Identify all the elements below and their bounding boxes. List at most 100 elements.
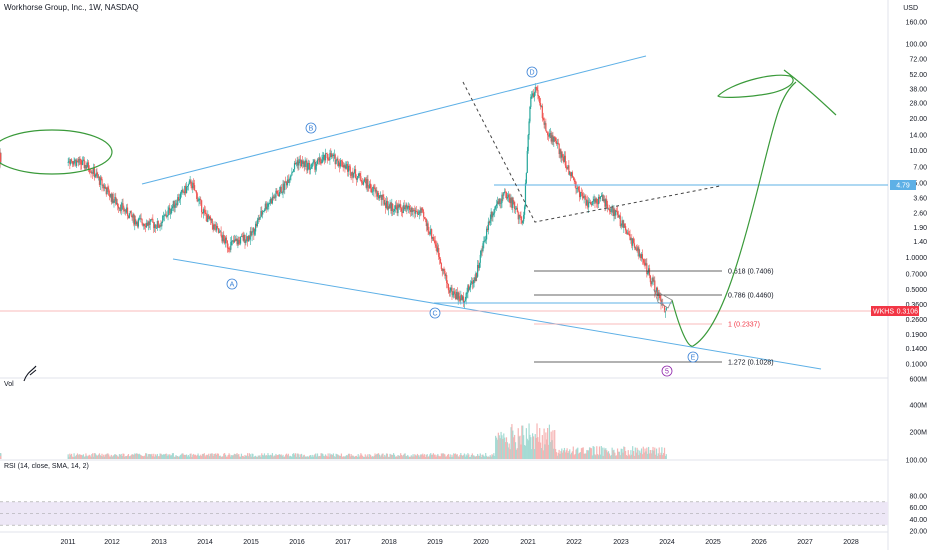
candle-body bbox=[94, 176, 96, 178]
target-ellipse bbox=[717, 74, 794, 98]
candle-body bbox=[355, 177, 358, 180]
volume-bar bbox=[423, 454, 426, 459]
price-axis-tick: 0.5000 bbox=[906, 287, 928, 294]
volume-bar bbox=[511, 424, 513, 459]
volume-bar bbox=[564, 452, 566, 459]
volume-bar bbox=[145, 453, 147, 459]
candle-body bbox=[333, 154, 335, 156]
volume-bar bbox=[614, 452, 616, 459]
time-axis-tick: 2028 bbox=[843, 539, 859, 546]
candle-body bbox=[627, 232, 629, 234]
candle-body bbox=[285, 181, 288, 186]
candle-body bbox=[359, 173, 361, 177]
volume-bar bbox=[584, 453, 586, 459]
candle-body bbox=[219, 231, 221, 233]
candle-body bbox=[217, 228, 220, 233]
volume-bar bbox=[187, 455, 189, 459]
candle-body bbox=[475, 273, 477, 282]
volume-bar bbox=[655, 454, 657, 459]
candle-body bbox=[220, 231, 222, 236]
volume-bar bbox=[544, 444, 546, 459]
candle-body bbox=[393, 211, 395, 212]
upper-channel-line bbox=[141, 55, 647, 185]
volume-bar bbox=[636, 447, 638, 459]
candle-body bbox=[528, 121, 530, 136]
volume-bar bbox=[414, 454, 416, 459]
volume-bar bbox=[461, 455, 463, 459]
volume-bar bbox=[309, 455, 312, 459]
candle-body bbox=[407, 207, 409, 209]
volume-bar bbox=[520, 444, 522, 459]
candle-body bbox=[393, 209, 396, 212]
candle-body bbox=[419, 211, 421, 213]
candle-body bbox=[618, 215, 620, 218]
candle-body bbox=[273, 196, 275, 199]
time-axis-tick: 2020 bbox=[473, 539, 489, 546]
volume-bar bbox=[194, 454, 197, 459]
candle-body bbox=[469, 283, 472, 288]
candle-body bbox=[478, 262, 481, 269]
candle-body bbox=[325, 153, 327, 155]
volume-bar bbox=[382, 453, 384, 459]
volume-bar bbox=[440, 453, 442, 459]
wave-label: A bbox=[230, 282, 235, 289]
candle-body bbox=[96, 172, 98, 175]
volume-bar bbox=[527, 440, 529, 459]
volume-bar bbox=[582, 447, 584, 459]
volume-bar bbox=[354, 456, 356, 459]
candle-body bbox=[655, 287, 658, 292]
candle-body bbox=[376, 190, 378, 197]
candle-body bbox=[276, 190, 278, 194]
candle-body bbox=[626, 232, 628, 234]
candle-body bbox=[120, 204, 122, 212]
volume-bar bbox=[129, 456, 131, 459]
volume-bar bbox=[76, 454, 78, 459]
candle-body bbox=[378, 195, 381, 199]
volume-bar bbox=[93, 453, 95, 459]
volume-bar bbox=[485, 453, 487, 459]
volume-bar bbox=[411, 456, 413, 459]
candle-body bbox=[154, 224, 157, 229]
volume-bar bbox=[523, 444, 526, 459]
volume-bar bbox=[76, 453, 79, 459]
candle-body bbox=[452, 294, 454, 296]
volume-bar bbox=[328, 456, 330, 459]
fib-level-label: 1.272 (0.1028) bbox=[728, 360, 774, 367]
volume-bar bbox=[550, 431, 552, 459]
candle-body bbox=[449, 290, 451, 293]
volume-bar bbox=[416, 453, 419, 459]
candle-body bbox=[471, 281, 473, 284]
candle-body bbox=[92, 172, 94, 174]
candle-body bbox=[182, 189, 184, 193]
candle-body bbox=[95, 172, 97, 177]
volume-bar bbox=[568, 451, 570, 459]
volume-bar bbox=[632, 446, 634, 459]
resistance-price-tag-text: 4.79 bbox=[896, 183, 910, 190]
volume-bar bbox=[632, 450, 635, 459]
candle-body bbox=[454, 291, 456, 294]
volume-bar bbox=[508, 443, 510, 459]
price-axis-tick: 0.7000 bbox=[906, 271, 928, 278]
volume-bar bbox=[537, 437, 539, 459]
volume-bar bbox=[424, 456, 427, 459]
volume-bar bbox=[478, 455, 481, 459]
volume-bar bbox=[126, 456, 128, 459]
candle-body bbox=[167, 210, 169, 216]
candle-body bbox=[121, 203, 123, 205]
candle-body bbox=[329, 153, 331, 161]
volume-bar bbox=[469, 456, 471, 459]
candle-body bbox=[421, 208, 423, 211]
candle-body bbox=[469, 287, 471, 290]
volume-bar bbox=[113, 455, 115, 459]
volume-bar bbox=[239, 456, 242, 459]
candle-body bbox=[218, 231, 220, 233]
candle-body bbox=[203, 209, 205, 211]
volume-bar bbox=[364, 454, 366, 459]
volume-bar bbox=[121, 456, 123, 459]
candle-body bbox=[354, 169, 357, 178]
volume-axis-tick: 200M bbox=[909, 430, 927, 437]
candle-body bbox=[565, 165, 567, 168]
volume-bar bbox=[597, 455, 600, 459]
